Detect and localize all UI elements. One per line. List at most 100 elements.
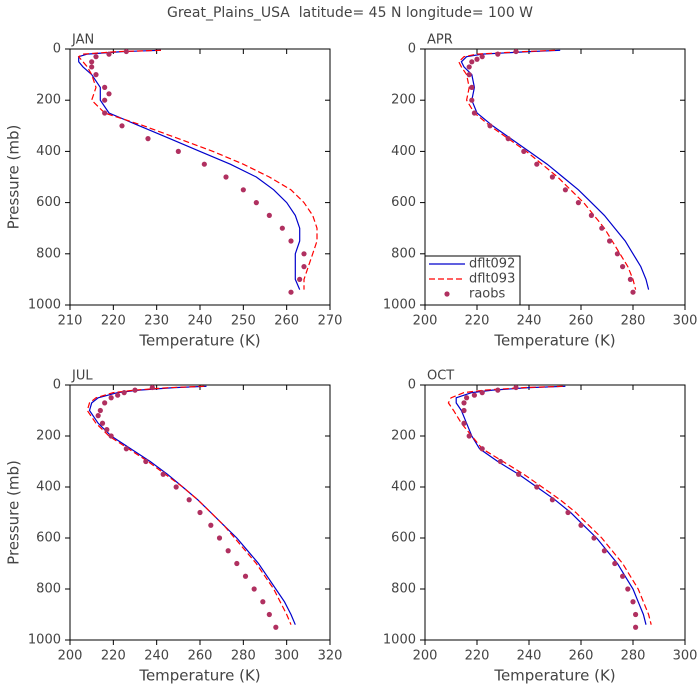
x-tick-label: 300 [673,649,698,664]
raob-point [145,136,151,142]
raob-point [108,395,114,401]
x-tick-label: 200 [413,314,438,329]
y-tick-label: 600 [391,195,416,210]
raob-point [123,446,129,452]
raob-point [102,84,108,90]
x-axis-label: Temperature (K) [493,332,615,350]
raob-point [588,212,595,218]
raob-point [633,624,639,630]
raob-point [534,484,540,490]
raob-point [591,535,597,541]
y-tick-label: 1000 [28,633,61,648]
raob-point [487,123,493,129]
x-tick-label: 280 [621,649,646,664]
raob-point [102,400,108,406]
raob-point [93,72,99,78]
raob-point [288,238,294,244]
x-tick-label: 240 [188,314,213,329]
raob-point [197,509,203,516]
raob-point [102,110,108,116]
raob-point [216,535,223,541]
raob-point [175,148,181,154]
x-tick-label: 240 [517,314,542,329]
raob-point [534,161,540,167]
y-tick-label: 400 [36,144,61,159]
x-tick-label: 200 [413,649,438,664]
raob-point [471,110,477,116]
panel-title: APR [427,33,453,48]
raob-point [466,433,472,439]
raob-point [627,276,634,282]
raob-point [89,64,95,70]
raob-point [160,471,166,477]
profile-line [86,385,292,625]
raob-point [89,59,95,65]
raob-point [143,458,149,465]
y-tick-label: 0 [53,378,61,393]
profile-line [458,49,637,290]
legend-marker [444,291,450,297]
raob-point [562,187,569,193]
x-tick-label: 260 [188,649,213,664]
raob-point [288,289,294,295]
panel-title: JUL [71,369,93,384]
y-tick-label: 800 [36,582,61,597]
raob-point [273,624,279,630]
raob-point [266,611,272,618]
raob-point [102,97,108,103]
raob-point [565,509,571,516]
x-tick-label: 260 [569,649,594,664]
raob-point [633,611,639,618]
raob-point [630,599,636,605]
raob-point [620,573,626,579]
x-tick-label: 270 [318,314,343,329]
raob-point [225,548,231,554]
raob-point [549,497,556,503]
raob-point [479,54,485,60]
y-tick-label: 1000 [28,298,61,313]
raob-point [495,51,501,57]
raob-point [479,390,485,396]
y-tick-label: 400 [391,480,416,495]
raob-point [612,560,618,567]
raob-point [301,251,307,257]
figure-title: Great_Plains_USA latitude= 45 N longitud… [167,5,533,21]
x-axis-label: Temperature (K) [138,667,260,685]
raob-point [201,161,207,167]
raob-point [466,64,472,70]
legend-label: dflt093 [469,272,515,287]
x-tick-label: 220 [465,314,490,329]
raob-point [242,573,249,579]
y-tick-label: 0 [408,42,416,57]
raob-point [474,56,480,62]
raob-point [464,395,470,401]
raob-point [260,599,266,605]
y-tick-label: 0 [408,378,416,393]
raob-point [495,387,501,393]
raob-point [461,407,467,414]
profile-line [77,49,318,290]
raob-point [132,387,138,393]
plot-frame [69,48,331,306]
raob-point [549,174,556,180]
profile-line [447,385,652,625]
raob-point [466,72,472,78]
raob-point [461,420,467,426]
panel-title: JAN [71,33,94,48]
raob-point [253,200,259,206]
raob-point [601,548,608,554]
panel-title: OCT [427,369,454,384]
y-tick-label: 600 [391,531,416,546]
x-tick-label: 230 [144,314,169,329]
raob-point [505,136,511,142]
raob-point [578,522,584,528]
raob-point [149,384,155,391]
raob-point [620,264,626,270]
raob-point [575,200,582,206]
raob-point [173,484,179,490]
plot-frame [424,48,686,306]
y-tick-label: 400 [391,144,416,159]
x-tick-label: 210 [58,314,83,329]
raob-point [266,212,272,218]
plot-frame [424,384,686,641]
